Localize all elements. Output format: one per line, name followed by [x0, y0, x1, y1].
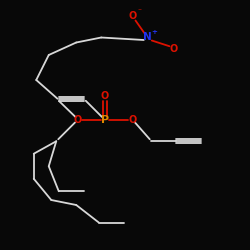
- Text: O: O: [74, 115, 82, 125]
- Text: O: O: [128, 115, 136, 125]
- Text: +: +: [152, 29, 158, 35]
- Text: O: O: [170, 44, 178, 54]
- Text: ⁻: ⁻: [137, 6, 141, 15]
- Text: O: O: [101, 91, 109, 101]
- Text: O: O: [128, 11, 136, 21]
- Text: P: P: [101, 115, 109, 125]
- Text: N: N: [143, 32, 152, 42]
